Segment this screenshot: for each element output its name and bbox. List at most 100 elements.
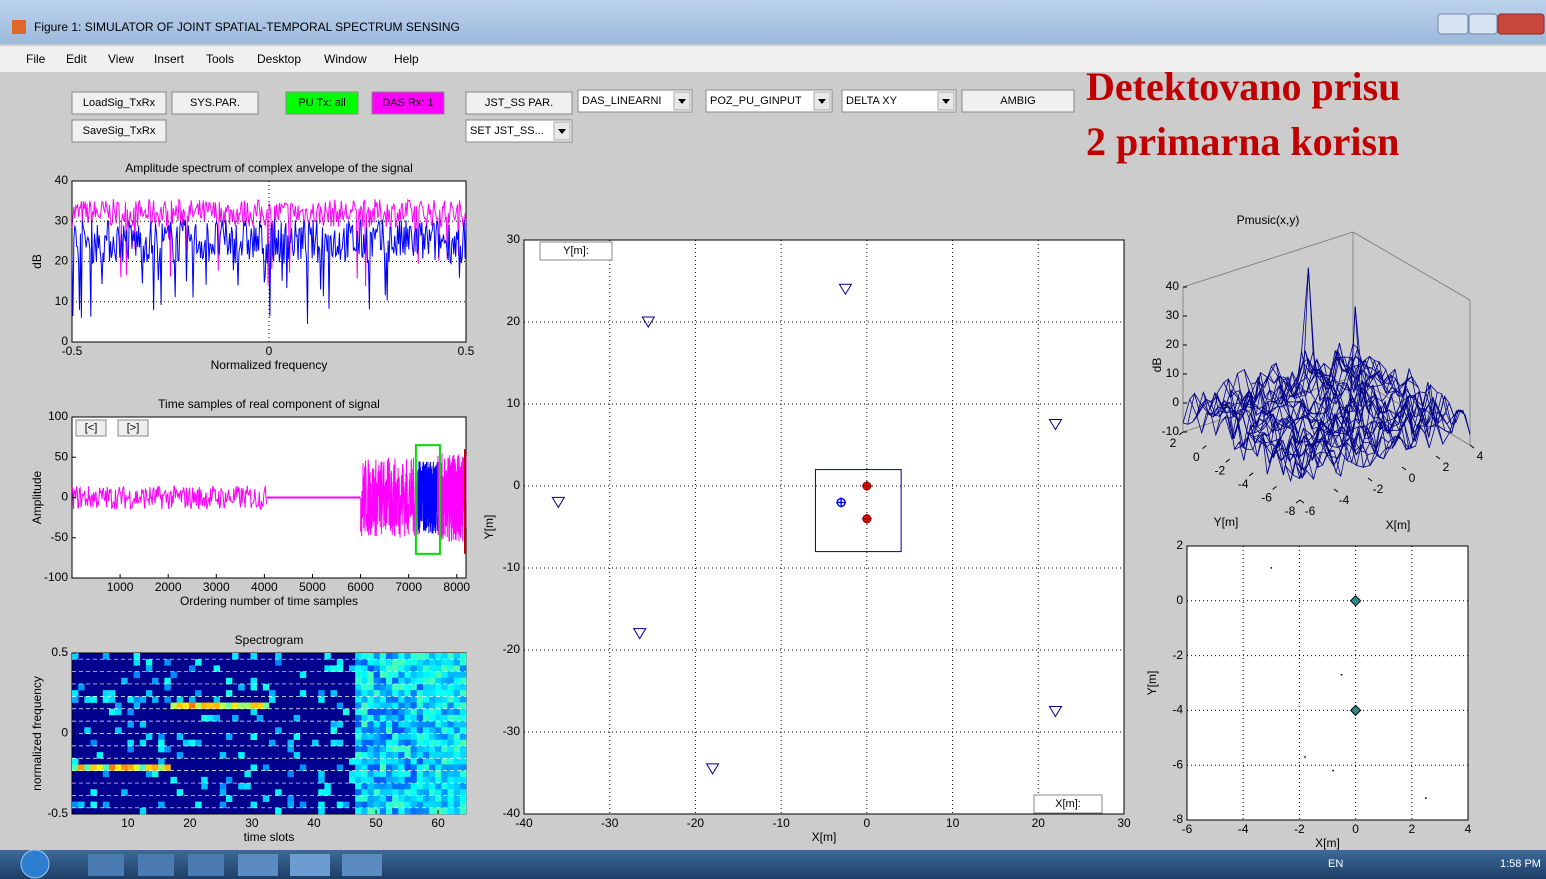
y-tick-label: 10 (507, 396, 521, 410)
spectrogram-cell (429, 740, 435, 746)
language[interactable]: EN (1328, 858, 1343, 870)
spectrogram-cell (158, 764, 164, 770)
spectrogram-cell (398, 672, 404, 678)
spectrogram-cell (404, 653, 410, 659)
spectrogram-cell (454, 789, 460, 795)
spectrogram-cell (448, 764, 454, 770)
dropdown-label[interactable]: DELTA XY (846, 95, 898, 107)
x-tick-label: 20 (1032, 816, 1046, 830)
spectrogram-cell (423, 703, 429, 709)
button-label[interactable]: JST_SS PAR. (485, 97, 553, 109)
taskbar-icon[interactable] (188, 854, 224, 876)
spectrogram-cell (435, 758, 441, 764)
menu-item[interactable]: File (26, 52, 46, 66)
spectrogram-cell (386, 672, 392, 678)
spectrogram-cell (368, 721, 374, 727)
menu-item[interactable]: Desktop (257, 52, 301, 66)
spectrogram-cell (411, 777, 417, 783)
spectrogram-cell (368, 789, 374, 795)
button-label[interactable]: AMBIG (1000, 95, 1035, 107)
close-button[interactable] (1498, 14, 1544, 34)
button-label[interactable]: SaveSig_TxRx (83, 125, 156, 137)
spectrogram-cell (454, 808, 460, 814)
x-tick-label: 4 (1465, 822, 1472, 836)
menu-item[interactable]: Tools (206, 52, 234, 66)
spectrogram-cell (411, 752, 417, 758)
spectrogram-cell (134, 764, 140, 770)
button-label[interactable]: LoadSig_TxRx (83, 97, 156, 109)
spectrogram-cell (355, 696, 361, 702)
spectrogram-cell (423, 659, 429, 665)
spectrogram-cell (355, 653, 361, 659)
x-tick-label: 0 (1352, 822, 1359, 836)
spectrogram-cell (195, 802, 201, 808)
y-tick-label: 0 (61, 334, 68, 348)
spectrogram-cell (201, 715, 207, 721)
spectrogram-cell (392, 678, 398, 684)
spectrogram-cell (404, 672, 410, 678)
spectrogram-cell (374, 727, 380, 733)
taskbar-icon[interactable] (238, 854, 278, 876)
spectrogram-cell (201, 783, 207, 789)
button-label[interactable]: SYS.PAR. (190, 97, 240, 109)
dropdown-label[interactable]: POZ_PU_GINPUT (710, 95, 802, 107)
spectrogram-cell (232, 715, 238, 721)
taskbar-icon[interactable] (138, 854, 174, 876)
spectrogram-cell (392, 703, 398, 709)
spectrogram-cell (331, 740, 337, 746)
spectrogram-cell (386, 665, 392, 671)
spectrogram-cell (361, 789, 367, 795)
noise-dot (1304, 756, 1306, 758)
pager-label[interactable]: [>] (127, 422, 140, 434)
spectrogram-cell (404, 684, 410, 690)
spectrogram-cell (392, 764, 398, 770)
spectrogram-cell (454, 758, 460, 764)
menu-item[interactable]: View (108, 52, 134, 66)
button-label[interactable]: DAS Rx: 1 (382, 97, 433, 109)
y-axis-label: Amplitude (30, 471, 44, 525)
spectrogram-cell (435, 672, 441, 678)
dropdown-label[interactable]: SET JST_SS... (470, 125, 544, 137)
spectrogram-cell (392, 789, 398, 795)
taskbar-icon[interactable] (88, 854, 124, 876)
dropdown-label[interactable]: DAS_LINEARNI (582, 95, 661, 107)
spectrogram-cell (189, 740, 195, 746)
spectrogram-cell (368, 746, 374, 752)
x-tick-label: 1000 (107, 580, 134, 594)
menu-item[interactable]: Edit (66, 52, 87, 66)
spectrogram-cell (78, 684, 84, 690)
spectrogram-cell (435, 703, 441, 709)
z-axis-label: dB (1150, 358, 1164, 373)
taskbar-icon[interactable] (290, 854, 330, 876)
spectrogram-cell (417, 727, 423, 733)
x-tick-label: 30 (1117, 816, 1131, 830)
spectrogram-cell (177, 752, 183, 758)
maximize-button[interactable] (1469, 14, 1497, 34)
spectrogram-cell (429, 783, 435, 789)
spectrogram-cell (386, 808, 392, 814)
spectrogram-cell (398, 696, 404, 702)
taskbar-icon[interactable] (342, 854, 382, 876)
plot-title: Pmusic(x,y) (1237, 213, 1300, 227)
spectrogram-cell (115, 703, 121, 709)
spectrogram-cell (368, 777, 374, 783)
start-button[interactable] (21, 850, 49, 878)
spectrogram-cell (441, 740, 447, 746)
spectrogram-cell (398, 789, 404, 795)
spectrogram-cell (361, 771, 367, 777)
spectrogram-cell (374, 678, 380, 684)
spectrogram-cell (392, 709, 398, 715)
menu-item[interactable]: Help (394, 52, 419, 66)
spectrogram-cell (460, 653, 466, 659)
spectrogram-cell (78, 764, 84, 770)
spectrogram-cell (380, 789, 386, 795)
menu-item[interactable]: Insert (154, 52, 185, 66)
menu-item[interactable]: Window (324, 52, 367, 66)
pager-label[interactable]: [<] (85, 422, 98, 434)
minimize-button[interactable] (1438, 14, 1468, 34)
spectrogram-cell (368, 653, 374, 659)
button-label[interactable]: PU Tx: all (298, 97, 345, 109)
spectrogram-cell (318, 802, 324, 808)
spectrogram-cell (97, 764, 103, 770)
spectrogram-cell (448, 659, 454, 665)
